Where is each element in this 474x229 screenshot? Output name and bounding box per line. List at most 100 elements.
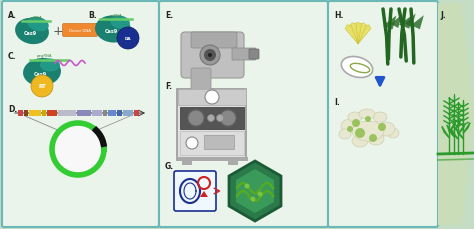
FancyBboxPatch shape [180,108,244,129]
Text: DA: DA [125,37,131,41]
Circle shape [220,111,236,126]
Polygon shape [449,121,456,132]
Polygon shape [463,123,470,134]
FancyBboxPatch shape [103,111,107,117]
Polygon shape [438,4,474,225]
Circle shape [250,197,255,202]
Text: Cas9: Cas9 [23,30,36,35]
Ellipse shape [352,135,368,147]
Circle shape [217,115,224,122]
FancyBboxPatch shape [117,111,122,117]
Circle shape [352,120,360,128]
Text: pegRNA: pegRNA [36,54,52,58]
Circle shape [365,117,371,123]
Text: sgRNA: sgRNA [109,14,122,17]
Text: H.: H. [334,11,343,20]
FancyBboxPatch shape [63,25,98,37]
Text: G.: G. [165,161,174,170]
FancyBboxPatch shape [181,33,244,79]
Ellipse shape [368,134,384,145]
Ellipse shape [95,16,131,43]
Text: J.: J. [440,11,446,20]
Polygon shape [399,16,413,30]
Ellipse shape [373,112,387,123]
Ellipse shape [352,121,384,141]
Circle shape [257,192,263,197]
Polygon shape [456,128,463,139]
Polygon shape [345,26,358,45]
Polygon shape [447,125,454,137]
FancyBboxPatch shape [47,111,57,117]
Ellipse shape [359,109,375,120]
Text: Cas9: Cas9 [33,71,46,76]
Text: C.: C. [8,52,17,61]
Circle shape [186,137,198,149]
Polygon shape [442,127,449,138]
Text: B.: B. [88,11,97,20]
FancyBboxPatch shape [29,111,41,117]
FancyBboxPatch shape [92,111,102,117]
FancyBboxPatch shape [2,2,159,227]
FancyBboxPatch shape [42,111,46,117]
FancyBboxPatch shape [159,2,328,227]
Polygon shape [358,26,371,45]
Circle shape [205,91,219,105]
Polygon shape [454,120,461,131]
FancyBboxPatch shape [182,160,192,165]
FancyBboxPatch shape [24,111,28,117]
FancyBboxPatch shape [249,50,259,60]
FancyBboxPatch shape [123,111,133,117]
Text: Donor DNA: Donor DNA [69,29,91,33]
Text: +: + [53,25,64,37]
Ellipse shape [23,59,61,87]
Circle shape [188,111,204,126]
Ellipse shape [387,128,399,138]
Polygon shape [405,14,416,28]
Ellipse shape [27,18,49,32]
Circle shape [245,184,249,189]
Polygon shape [458,124,465,134]
FancyBboxPatch shape [58,111,76,117]
FancyBboxPatch shape [328,2,438,227]
FancyBboxPatch shape [228,160,238,165]
Polygon shape [358,24,366,45]
FancyBboxPatch shape [191,33,237,49]
Circle shape [200,46,220,66]
FancyBboxPatch shape [204,135,234,149]
Circle shape [204,50,216,62]
Circle shape [117,28,139,50]
Circle shape [208,54,212,58]
Polygon shape [349,24,358,45]
FancyBboxPatch shape [134,111,139,117]
Circle shape [347,126,353,132]
Ellipse shape [377,123,395,136]
Ellipse shape [339,129,351,139]
Circle shape [208,115,215,122]
Text: F.: F. [165,82,172,91]
Text: I.: I. [334,98,340,106]
Text: sgRNA: sgRNA [30,15,42,19]
Polygon shape [383,16,396,30]
Ellipse shape [341,57,373,78]
Polygon shape [451,129,458,139]
Circle shape [55,126,101,172]
FancyBboxPatch shape [191,69,211,97]
FancyBboxPatch shape [178,90,246,106]
Circle shape [31,76,53,98]
FancyBboxPatch shape [18,111,23,117]
Polygon shape [200,191,208,197]
Ellipse shape [110,16,130,30]
Text: A.: A. [8,11,17,20]
Polygon shape [229,161,281,221]
Ellipse shape [40,59,60,72]
Circle shape [355,128,365,138]
Polygon shape [411,16,424,30]
FancyBboxPatch shape [177,89,246,158]
FancyBboxPatch shape [176,157,248,161]
Text: D.: D. [8,105,17,114]
Ellipse shape [348,112,362,123]
FancyBboxPatch shape [108,111,116,117]
FancyBboxPatch shape [232,49,256,61]
Text: RT: RT [38,84,46,89]
Text: E.: E. [165,11,173,20]
